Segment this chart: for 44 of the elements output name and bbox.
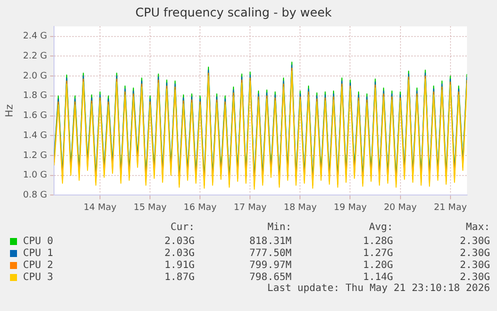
x-tick-label: 16 May <box>184 202 218 213</box>
y-tick-label: 2.2 G <box>22 52 48 62</box>
x-tick-label: 18 May <box>284 202 318 213</box>
text: 2.30G <box>458 272 490 282</box>
y-tick-label: 1.2 G <box>22 150 48 161</box>
x-tick-label: 17 May <box>234 202 268 213</box>
y-tick-label: 1.4 G <box>22 130 48 141</box>
text: Avg: <box>368 222 394 235</box>
text: 1.87G <box>164 272 195 282</box>
text: 2.03G <box>164 248 195 258</box>
x-tick-label: 19 May <box>334 202 368 213</box>
y-tick-label: 2.0 G <box>22 71 48 82</box>
text: 1.28G <box>362 236 394 246</box>
x-tick-label: 15 May <box>134 202 168 213</box>
x-tick-label: 14 May <box>84 202 118 213</box>
y-tick-label: 1.6 G <box>22 111 48 122</box>
text: 798.65M <box>248 272 292 282</box>
legend-label: CPU 2 <box>23 260 54 270</box>
text: Cur: <box>170 222 195 235</box>
y-axis-title: Hz <box>4 104 16 118</box>
text: Max: <box>464 222 490 235</box>
chart-title: CPU frequency scaling - by week <box>135 5 332 20</box>
text: 1.27G <box>362 248 394 258</box>
y-tick-label: 0.8 G <box>22 190 48 201</box>
text: 1.20G <box>362 260 394 270</box>
x-tick-label: 20 May <box>384 202 418 213</box>
text: 2.30G <box>458 236 490 246</box>
legend-label: CPU 1 <box>23 248 54 258</box>
text: 777.50M <box>248 248 292 258</box>
text: 1.14G <box>362 272 394 282</box>
x-tick-label: 21 May <box>434 202 468 213</box>
text: 1.91G <box>164 260 195 270</box>
legend-label: CPU 3 <box>23 272 54 282</box>
y-tick-label: 1.0 G <box>22 170 48 181</box>
legend-label: CPU 0 <box>23 236 54 246</box>
text: 799.97M <box>248 260 292 270</box>
text: Last update: Thu May 21 23:10:18 2026 <box>266 283 490 295</box>
text: 2.30G <box>458 248 490 258</box>
y-tick-label: 2.4 G <box>22 32 48 42</box>
y-tick-label: 1.8 G <box>22 91 48 102</box>
text: Min: <box>266 222 292 235</box>
text: 2.03G <box>164 236 195 246</box>
text: 818.31M <box>248 236 292 246</box>
text: 2.30G <box>458 260 490 270</box>
